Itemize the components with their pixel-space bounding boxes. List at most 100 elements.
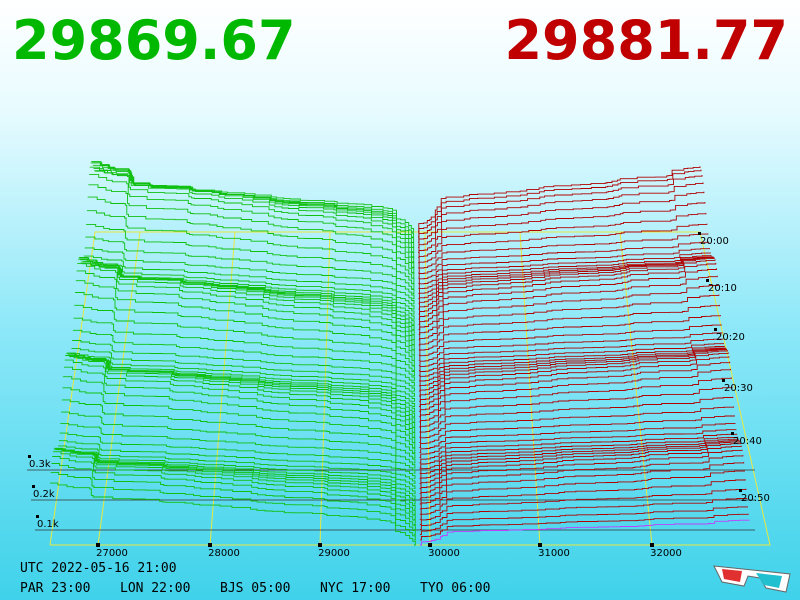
ask-depth-line: [419, 348, 727, 392]
ask-depth-line: [419, 455, 744, 505]
bid-depth-line: [89, 166, 415, 269]
depth-tick-label: 0.1k: [37, 519, 59, 530]
ask-depth-line: [419, 470, 745, 515]
bid-depth-line: [85, 236, 415, 300]
bid-depth-line: [86, 210, 415, 289]
time-tick-label: 20:10: [708, 283, 737, 294]
ask-depth-line: [419, 350, 728, 402]
ask-depth-line: [419, 356, 730, 413]
ask-depth-line: [418, 233, 709, 274]
bid-depth-line: [90, 162, 415, 264]
bid-depth-line: [56, 449, 416, 500]
bid-depth-line: [62, 387, 416, 459]
bid-depth-line: [64, 366, 416, 448]
ask-depth-line: [418, 262, 717, 325]
tick-dot: [428, 543, 432, 547]
bid-depth-line: [72, 329, 415, 387]
ask-depth-line: [418, 248, 711, 284]
bid-depth-line: [81, 263, 415, 325]
ask-depth-line: [419, 442, 742, 490]
price-tick-label: 29000: [318, 548, 350, 559]
ask-depth-line: [418, 304, 721, 351]
ask-depth-line: [418, 343, 724, 377]
bid-depth-line: [76, 270, 415, 361]
bid-depth-line: [78, 256, 415, 346]
ask-depth-line: [419, 347, 726, 387]
ask-depth-line: [419, 386, 733, 433]
ask-depth-line: [418, 332, 723, 366]
bid-depth-line: [54, 447, 416, 515]
bid-depth-line: [69, 356, 416, 413]
floor-line: [209, 231, 236, 546]
ask-price: 29881.77: [504, 9, 788, 72]
ask-depth-line: [419, 488, 747, 525]
bid-depth-line: [61, 399, 416, 464]
bid-depth-line: [78, 258, 415, 351]
ask-depth-line: [419, 497, 748, 531]
tick-dot: [706, 279, 709, 282]
bid-depth-line: [77, 263, 415, 356]
ask-depth-line: [418, 182, 704, 248]
utc-time: UTC 2022-05-16 21:00: [20, 561, 177, 576]
ask-depth-line: [419, 429, 737, 459]
zone-time: LON 22:00: [120, 581, 190, 596]
bid-depth-line: [79, 257, 415, 341]
depth-tick-label: 0.2k: [33, 489, 55, 500]
ask-depth-line: [418, 338, 724, 371]
depth-tick-label: 0.3k: [29, 459, 51, 470]
bid-depth-line: [52, 456, 416, 531]
ask-depth-line: [419, 433, 738, 464]
bid-depth-line: [64, 359, 416, 443]
ask-depth-line: [419, 415, 735, 448]
bid-depth-line: [71, 347, 415, 397]
bid-depth-line: [91, 161, 415, 259]
zone-time: PAR 23:00: [20, 581, 90, 596]
tick-dot: [714, 328, 717, 331]
bid-depth-line: [51, 463, 416, 536]
bid-depth-line: [83, 255, 415, 310]
ask-depth-line: [418, 169, 702, 238]
ask-depth-line: [418, 259, 716, 320]
ask-depth-line: [418, 223, 708, 269]
ask-depth-line: [419, 449, 743, 500]
price-tick-label: 28000: [208, 548, 240, 559]
time-tick-label: 20:20: [716, 332, 745, 343]
ask-depth-line: [418, 252, 711, 289]
ask-depth-line: [420, 513, 749, 541]
bid-depth-line: [83, 260, 415, 315]
bid-depth-line: [82, 263, 415, 320]
bid-depth-line: [69, 355, 416, 407]
tick-dot: [208, 543, 212, 547]
ask-depth-line: [418, 324, 722, 361]
ask-depth-line: [419, 368, 731, 423]
bid-depth-line: [57, 448, 416, 495]
ask-depth-line: [419, 440, 740, 479]
ask-depth-line: [418, 256, 713, 300]
ask-depth-line: [419, 438, 739, 474]
time-tick-label: 20:00: [700, 236, 729, 247]
ask-depth-line: [418, 257, 715, 315]
ask-depth-line: [418, 241, 710, 279]
tick-dot: [96, 543, 100, 547]
bid-depth-line: [75, 280, 415, 366]
floor: [27, 231, 771, 546]
ask-depth-line: [418, 268, 717, 330]
price-tick-label: 32000: [650, 548, 682, 559]
floor-line: [424, 231, 431, 546]
time-tick-label: 20:50: [741, 493, 770, 504]
tick-dot: [731, 432, 734, 435]
tick-dot: [650, 543, 654, 547]
ask-depth-line: [418, 255, 712, 295]
glasses-icon: [713, 565, 791, 593]
bid-depth-line: [61, 411, 416, 469]
ask-depth-line: [419, 361, 731, 418]
bid-depth-line: [72, 340, 415, 392]
bid-depth-line: [87, 196, 415, 284]
ask-depth-line: [419, 377, 732, 428]
ask-depth-line: [419, 348, 728, 397]
zone-time: BJS 05:00: [220, 581, 290, 596]
labels: 27000 28000 29000 30000 31000 32000 0.1k 0.2k 0.…: [28, 232, 770, 559]
ask-depth-line: [418, 315, 721, 356]
